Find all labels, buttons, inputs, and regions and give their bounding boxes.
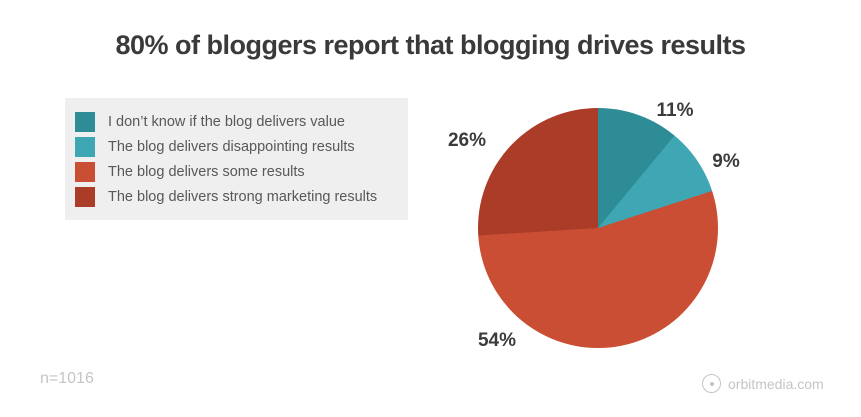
legend-item: The blog delivers some results <box>75 159 396 184</box>
legend-swatch-teal-dark <box>75 111 95 132</box>
legend-swatch-teal-light <box>75 136 95 157</box>
brand-text: orbitmedia.com <box>728 375 824 392</box>
chart-title: 80% of bloggers report that blogging dri… <box>115 30 746 60</box>
brand-footer: orbitmedia.com <box>702 374 824 393</box>
pie-label-11: 11% <box>656 100 694 121</box>
pie-label-54: 54% <box>477 330 517 351</box>
orbit-logo-icon <box>702 374 721 393</box>
legend-label: The blog delivers disappointing results <box>108 138 355 155</box>
legend-swatch-red-dark <box>75 186 95 207</box>
legend-item: I don’t know if the blog delivers value <box>75 109 396 134</box>
legend-label: I don’t know if the blog delivers value <box>108 113 345 130</box>
pie-label-9: 9% <box>712 151 740 172</box>
legend: I don’t know if the blog delivers value … <box>65 98 408 220</box>
legend-item: The blog delivers strong marketing resul… <box>75 184 396 209</box>
pie-chart <box>478 108 718 348</box>
pie-label-26: 26% <box>447 130 487 151</box>
legend-item: The blog delivers disappointing results <box>75 134 396 159</box>
legend-label: The blog delivers strong marketing resul… <box>108 188 378 205</box>
legend-label: The blog delivers some results <box>108 163 305 180</box>
legend-swatch-orange <box>75 161 95 182</box>
sample-size: n=1016 <box>40 370 94 387</box>
